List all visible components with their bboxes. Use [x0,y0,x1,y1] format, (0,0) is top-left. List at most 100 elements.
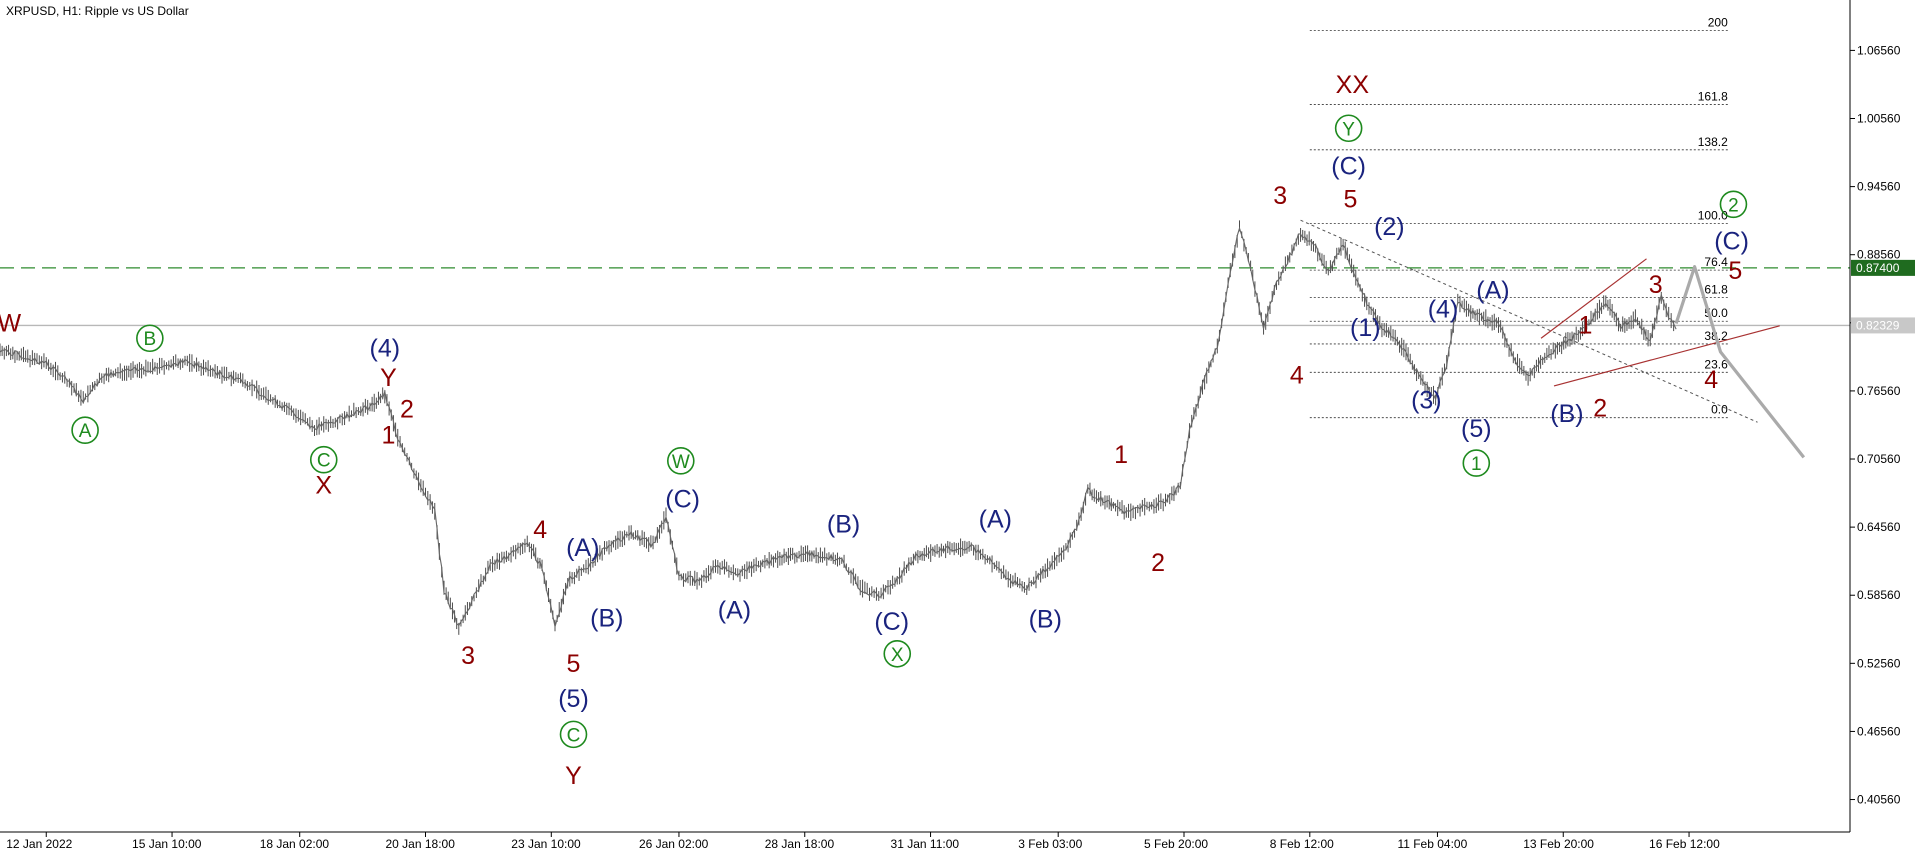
x-tick-label: 5 Feb 20:00 [1144,837,1208,851]
wave-label: (1) [1350,314,1381,342]
trend-line-0 [1300,219,1758,423]
fib-label-9: 0.0 [1711,403,1728,417]
wave-label: W [0,309,21,337]
wave-label: (5) [558,685,589,713]
fibonacci-levels: 200161.8138.2100.076.461.850.038.223.60.… [1309,16,1730,419]
wave-label: 1 [1471,454,1482,475]
wave-label: (C) [1714,228,1749,256]
price-tag-label: 0.82329 [1856,318,1900,332]
wave-label: (2) [1374,213,1405,241]
wave-label: Y [565,762,582,790]
y-tick-label: 0.76560 [1857,384,1901,398]
wave-label: (C) [1331,153,1366,181]
wave-label: W [672,452,690,473]
y-tick-label: 0.46560 [1857,724,1901,738]
wave-circle [1462,449,1491,477]
price-tag-label: 0.87400 [1856,261,1900,275]
wave-circle [559,720,588,749]
fib-label-3: 100.0 [1698,209,1728,223]
wave-label: (A) [718,597,751,625]
wave-label: 2 [1728,195,1739,216]
wave-label: 3 [461,642,475,670]
y-tick-label: 1.00560 [1857,112,1901,126]
y-tick-label: 0.88560 [1857,248,1901,262]
x-tick-label: 15 Jan 10:00 [132,837,202,851]
y-tick-label: 1.06560 [1857,43,1901,57]
wave-label: 5 [567,650,581,678]
wave-label: (3) [1411,387,1442,415]
wave-label: 4 [1704,366,1718,394]
x-tick-label: 8 Feb 12:00 [1270,837,1334,851]
wave-label: 2 [400,396,414,424]
fib-label-2: 138.2 [1698,135,1728,149]
x-tick-label: 20 Jan 18:00 [386,837,456,851]
wave-label: (B) [590,604,623,632]
wave-label: 2 [1151,549,1165,577]
price-line [0,226,1677,627]
chart-title: XRPUSD, H1: Ripple vs US Dollar [6,4,189,18]
wave-label: (B) [1550,400,1583,428]
price-tag-box [1851,259,1915,276]
wave-label: C [317,451,331,472]
fib-label-8: 23.6 [1704,357,1728,371]
trend-line-1 [1540,258,1647,339]
wave-label: 3 [1649,271,1663,299]
fib-label-5: 61.8 [1704,282,1728,296]
wave-label: XX [1336,71,1370,99]
wave-label: 1 [382,422,396,450]
trend-lines [1300,219,1780,423]
y-tick-label: 0.70560 [1857,452,1901,466]
x-tick-label: 18 Jan 02:00 [260,837,330,851]
x-tick-label: 23 Jan 10:00 [511,837,581,851]
wave-circle [136,324,164,353]
fib-label-4: 76.4 [1704,255,1728,269]
wave-label: (C) [665,485,700,513]
wave-label: (B) [1029,606,1062,634]
wave-labels: WABCX(4)Y2134(A)(B)5(5)CYW(C)(A)(B)(C)X(… [0,71,1749,790]
wave-label: (4) [370,334,401,362]
wave-label: B [144,329,157,350]
wave-label: 5 [1728,257,1742,285]
wave-label: 1 [1114,441,1128,469]
wave-circle [71,416,99,444]
wave-label: (A) [566,534,599,562]
x-tick-label: 28 Jan 18:00 [765,837,835,851]
x-tick-label: 3 Feb 03:00 [1018,837,1082,851]
wave-label: 1 [1578,312,1592,340]
wave-label: (5) [1461,415,1492,443]
wave-circle [1334,114,1363,143]
x-tick-label: 26 Jan 02:00 [639,837,709,851]
wave-label: (A) [979,506,1012,534]
x-tick-label: 16 Feb 12:00 [1649,837,1720,851]
wave-label: X [891,645,904,666]
x-tick-label: 11 Feb 04:00 [1397,837,1467,851]
x-tick-label: 13 Feb 20:00 [1523,837,1594,851]
trend-line-2 [1553,325,1780,387]
wave-circle [883,639,912,668]
level-lines [0,267,1850,327]
wave-label: (B) [827,510,860,538]
wave-label: 2 [1593,394,1607,422]
projection-line [1674,265,1806,459]
wave-label: Y [1342,119,1355,140]
wave-label: 5 [1344,186,1358,214]
wave-label: A [79,421,92,442]
wave-circle [309,445,338,474]
y-tick-label: 0.64560 [1857,520,1901,534]
wave-label: X [315,472,332,500]
wave-label: Y [380,364,397,392]
fib-label-1: 161.8 [1698,89,1728,103]
fib-label-0: 200 [1708,16,1728,30]
wave-circle [1719,190,1748,219]
y-tick-label: 0.40560 [1857,793,1901,807]
wave-label: (A) [1476,276,1509,304]
y-tick-label: 0.58560 [1857,588,1901,602]
x-tick-label: 31 Jan 11:00 [891,837,960,851]
wave-label: C [567,725,581,746]
wave-circle [666,447,695,475]
wave-label: 4 [533,516,547,544]
wave-label: (4) [1428,296,1459,324]
